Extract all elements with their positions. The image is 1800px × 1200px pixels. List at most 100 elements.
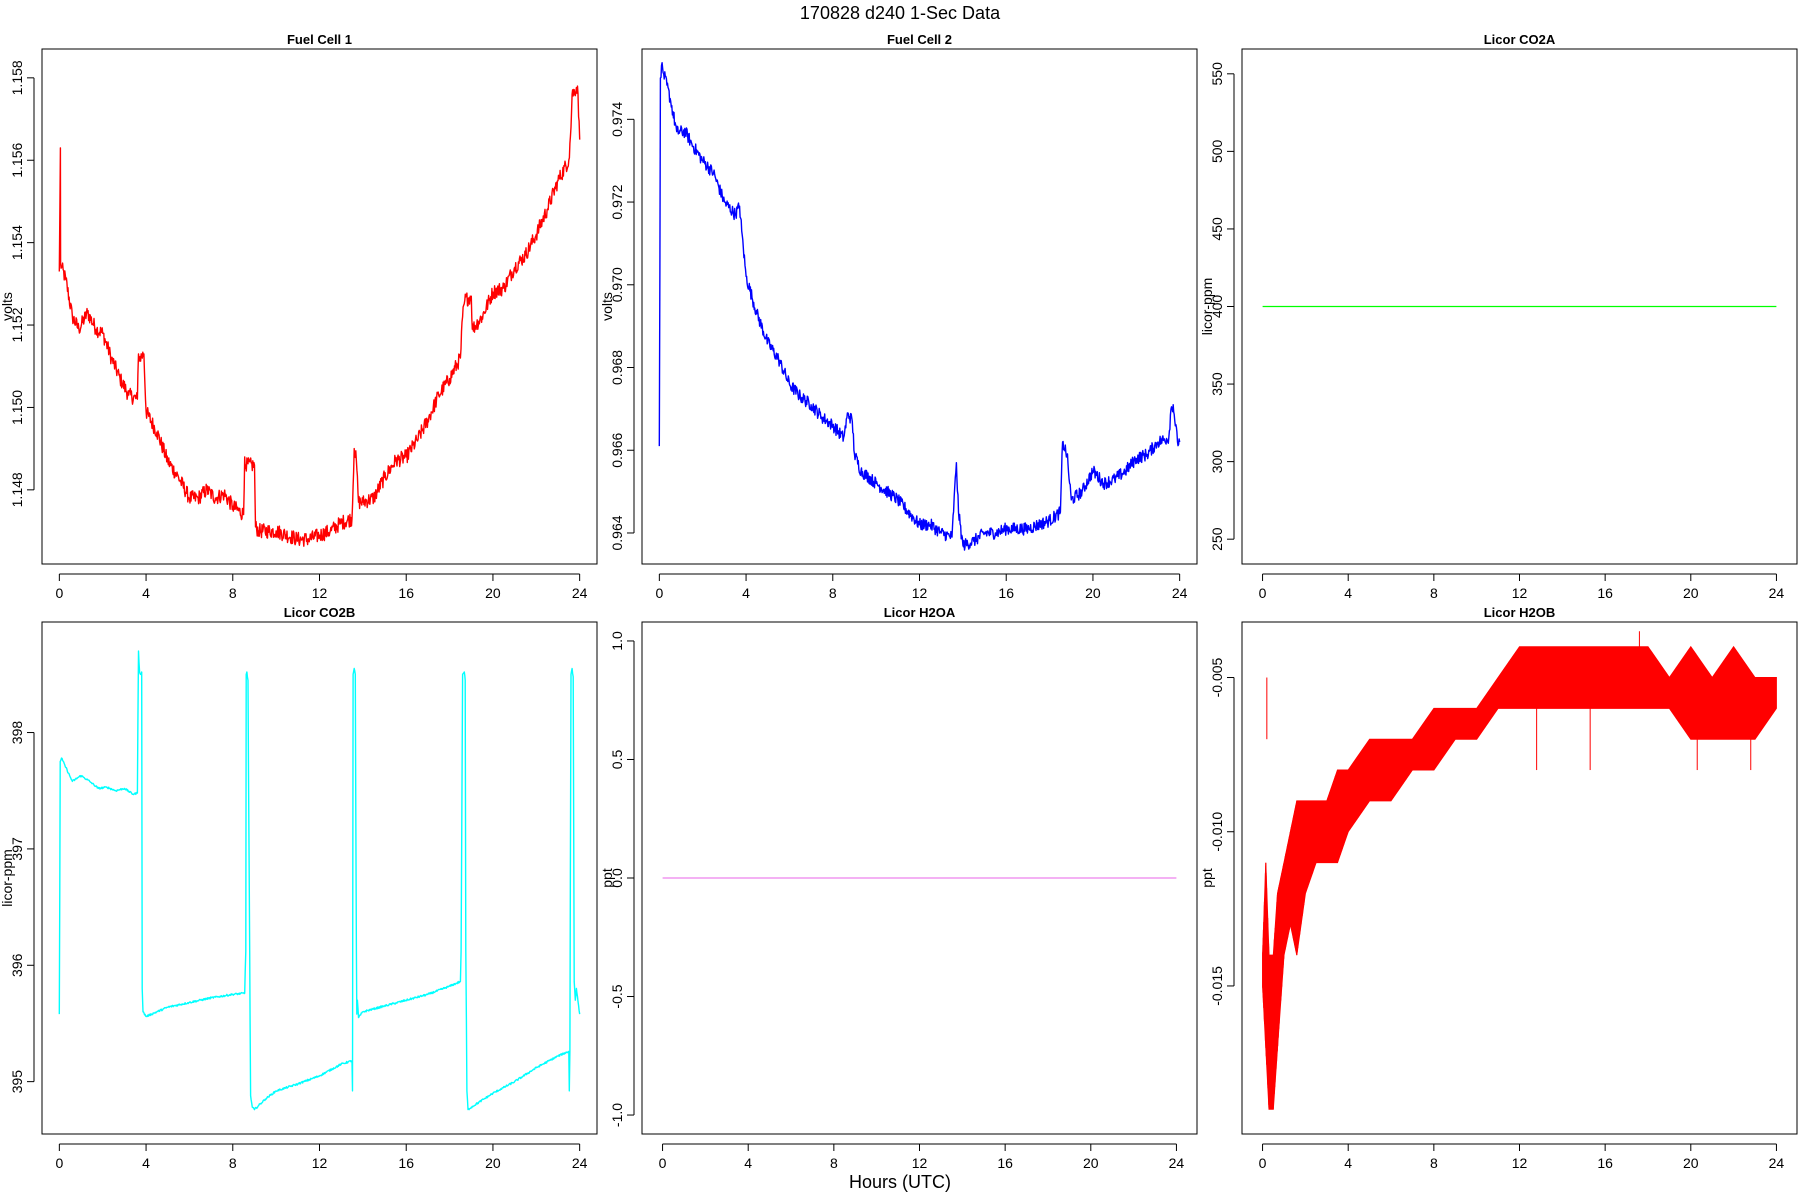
x-tick-label: 16 [398, 585, 414, 601]
y-tick-label: 1.0 [609, 631, 625, 651]
panel-title: Licor H2OA [884, 605, 956, 620]
plot-frame [641, 621, 1198, 1135]
y-tick-label: -0.010 [1209, 812, 1225, 852]
y-tick-label: 400 [1209, 295, 1225, 319]
y-tick-label: 396 [9, 953, 25, 977]
panel-title: Fuel Cell 1 [287, 32, 352, 47]
x-tick-label: 8 [229, 585, 237, 601]
x-tick-label: 12 [1512, 585, 1528, 601]
x-tick-label: 20 [1083, 1155, 1099, 1171]
panel-title: Licor CO2A [1484, 32, 1556, 47]
y-tick-label: 300 [1209, 450, 1225, 474]
y-tick-label: 0.970 [609, 267, 625, 302]
y-tick-label: 1.148 [9, 472, 25, 507]
y-tick-label: 500 [1209, 139, 1225, 163]
plot-frame [641, 48, 1198, 565]
series-line-1 [658, 62, 1181, 551]
x-tick-label: 4 [742, 585, 750, 601]
x-tick-label: 4 [1344, 1155, 1352, 1171]
y-tick-label: 0.5 [609, 750, 625, 770]
y-tick-label: -0.5 [609, 984, 625, 1008]
y-tick-label: 0.974 [609, 102, 625, 137]
plot-frame [41, 48, 598, 565]
figure-title: 170828 d240 1-Sec Data [800, 3, 1001, 23]
y-axis-label: volts [599, 292, 615, 321]
plot-frame [1241, 48, 1798, 565]
y-tick-label: 250 [1209, 527, 1225, 551]
x-tick-label: 24 [572, 1155, 588, 1171]
x-tick-label: 12 [1512, 1155, 1528, 1171]
x-tick-label: 12 [312, 1155, 328, 1171]
x-tick-label: 20 [485, 1155, 501, 1171]
y-axis-label: licor-ppm [0, 849, 15, 907]
y-tick-label: 450 [1209, 217, 1225, 241]
y-tick-label: 0.972 [609, 184, 625, 219]
x-tick-label: 8 [1430, 585, 1438, 601]
x-tick-label: 8 [1430, 1155, 1438, 1171]
panel-title: Licor H2OB [1484, 605, 1556, 620]
y-tick-label: 1.154 [9, 225, 25, 260]
panel-3: Licor CO2A licor-ppm 0 4 8 12 16 20 24 250 300 350 4… [1199, 32, 1798, 601]
x-tick-label: 20 [1085, 585, 1101, 601]
figure-xlabel: Hours (UTC) [849, 1172, 951, 1192]
x-tick-label: 16 [398, 1155, 414, 1171]
x-tick-label: 16 [1597, 585, 1613, 601]
x-tick-label: 24 [1769, 585, 1785, 601]
y-tick-label: 0.968 [609, 350, 625, 385]
y-tick-label: 397 [9, 837, 25, 861]
y-tick-label: 1.158 [9, 60, 25, 95]
y-tick-label: -0.005 [1209, 657, 1225, 697]
x-tick-label: 0 [1259, 585, 1267, 601]
panel-1: Fuel Cell 1 volts 0 4 8 12 16 20 24 1.148 1.150 1.1… [0, 32, 598, 601]
panel-4: Licor CO2B licor-ppm 0 4 8 12 16 20 24 395 396 397 3… [0, 605, 598, 1171]
x-tick-label: 12 [312, 585, 328, 601]
y-tick-label: 550 [1209, 62, 1225, 86]
x-tick-label: 8 [829, 585, 837, 601]
y-tick-label: 395 [9, 1070, 25, 1094]
y-tick-label: 398 [9, 721, 25, 745]
x-tick-label: 16 [997, 1155, 1013, 1171]
x-tick-label: 16 [998, 585, 1014, 601]
y-tick-label: 1.152 [9, 307, 25, 342]
x-tick-label: 24 [1769, 1155, 1785, 1171]
x-tick-label: 12 [912, 1155, 928, 1171]
x-tick-label: 8 [229, 1155, 237, 1171]
plot-frame [1241, 621, 1798, 1135]
x-tick-label: 0 [55, 585, 63, 601]
y-tick-label: 1.156 [9, 143, 25, 178]
x-tick-label: 0 [55, 1155, 63, 1171]
y-axis-label: ppt [1199, 868, 1215, 888]
x-tick-label: 20 [485, 585, 501, 601]
x-tick-label: 0 [659, 1155, 667, 1171]
y-tick-label: 0.964 [609, 515, 625, 550]
y-tick-label: -0.015 [1209, 966, 1225, 1006]
panel-5: Licor H2OA ppt 0 4 8 12 16 20 24 -1.0 -0.5 0.0 0.5 1.… [599, 605, 1198, 1171]
y-axis-label: licor-ppm [1199, 278, 1215, 336]
x-tick-label: 4 [142, 585, 150, 601]
x-tick-label: 4 [744, 1155, 752, 1171]
x-tick-label: 0 [655, 585, 663, 601]
series-streaks [1262, 646, 1776, 1110]
panel-title: Licor CO2B [284, 605, 356, 620]
y-tick-label: 0.966 [609, 433, 625, 468]
x-tick-label: 12 [912, 585, 928, 601]
panel-2: Fuel Cell 2 volts 0 4 8 12 16 20 24 0.964 0.966 0.9… [599, 32, 1198, 601]
series-line-1 [58, 85, 581, 547]
x-tick-label: 24 [572, 585, 588, 601]
x-tick-label: 16 [1597, 1155, 1613, 1171]
x-tick-label: 8 [830, 1155, 838, 1171]
panel-6: Licor H2OB ppt 0 4 8 12 16 20 24 -0.015 -0.010 -0.0… [1199, 605, 1798, 1171]
y-axis-label: volts [0, 292, 15, 321]
y-axis-label: ppt [599, 868, 615, 888]
x-tick-label: 0 [1259, 1155, 1267, 1171]
x-tick-label: 4 [1344, 585, 1352, 601]
plot-frame [41, 621, 598, 1135]
y-tick-label: 1.150 [9, 390, 25, 425]
y-tick-label: 350 [1209, 372, 1225, 396]
x-tick-label: 20 [1683, 1155, 1699, 1171]
y-tick-label: -1.0 [609, 1103, 625, 1127]
series-line-1 [58, 650, 581, 1111]
x-tick-label: 20 [1683, 585, 1699, 601]
x-tick-label: 24 [1172, 585, 1188, 601]
